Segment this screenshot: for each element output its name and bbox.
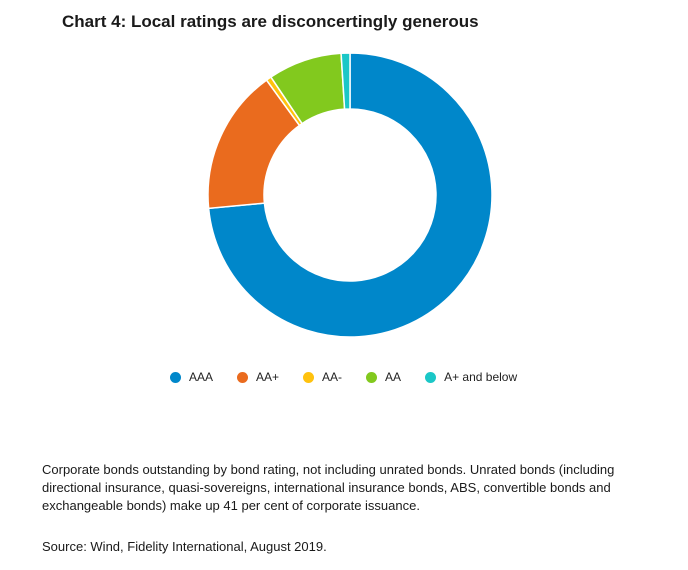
- legend-swatch-aa-plus: [237, 371, 249, 383]
- legend-swatch-aa: [366, 371, 378, 383]
- legend-item-a-plus-and-below: A+ and below: [425, 370, 517, 384]
- legend-label-aa-plus: AA+: [256, 370, 280, 384]
- chart-footnote: Corporate bonds outstanding by bond rati…: [42, 462, 615, 513]
- legend-item-aa-plus: AA+: [237, 370, 279, 384]
- legend-swatch-aaa: [170, 371, 181, 383]
- chart-title: Chart 4: Local ratings are disconcerting…: [62, 12, 479, 31]
- legend-label-aa-minus: AA-: [322, 370, 343, 384]
- legend-item-aa-minus: AA-: [303, 370, 342, 384]
- legend-label-aaa: AAA: [189, 370, 214, 384]
- legend-label-aa: AA: [385, 370, 402, 384]
- legend-item-aaa: AAA: [170, 370, 213, 384]
- legend-label-a-plus-and-below: A+ and below: [444, 370, 518, 384]
- donut-slice-a-plus-and-below: [340, 52, 351, 110]
- legend-swatch-aa-minus: [303, 371, 315, 383]
- chart-legend: AAA AA+ AA- AA A+ and below: [170, 370, 541, 384]
- donut-chart: [207, 52, 493, 338]
- legend-item-aa: AA: [366, 370, 401, 384]
- chart-source: Source: Wind, Fidelity International, Au…: [42, 539, 327, 554]
- legend-swatch-a-plus-and-below: [425, 371, 437, 383]
- donut-slice-aaa: [207, 52, 493, 338]
